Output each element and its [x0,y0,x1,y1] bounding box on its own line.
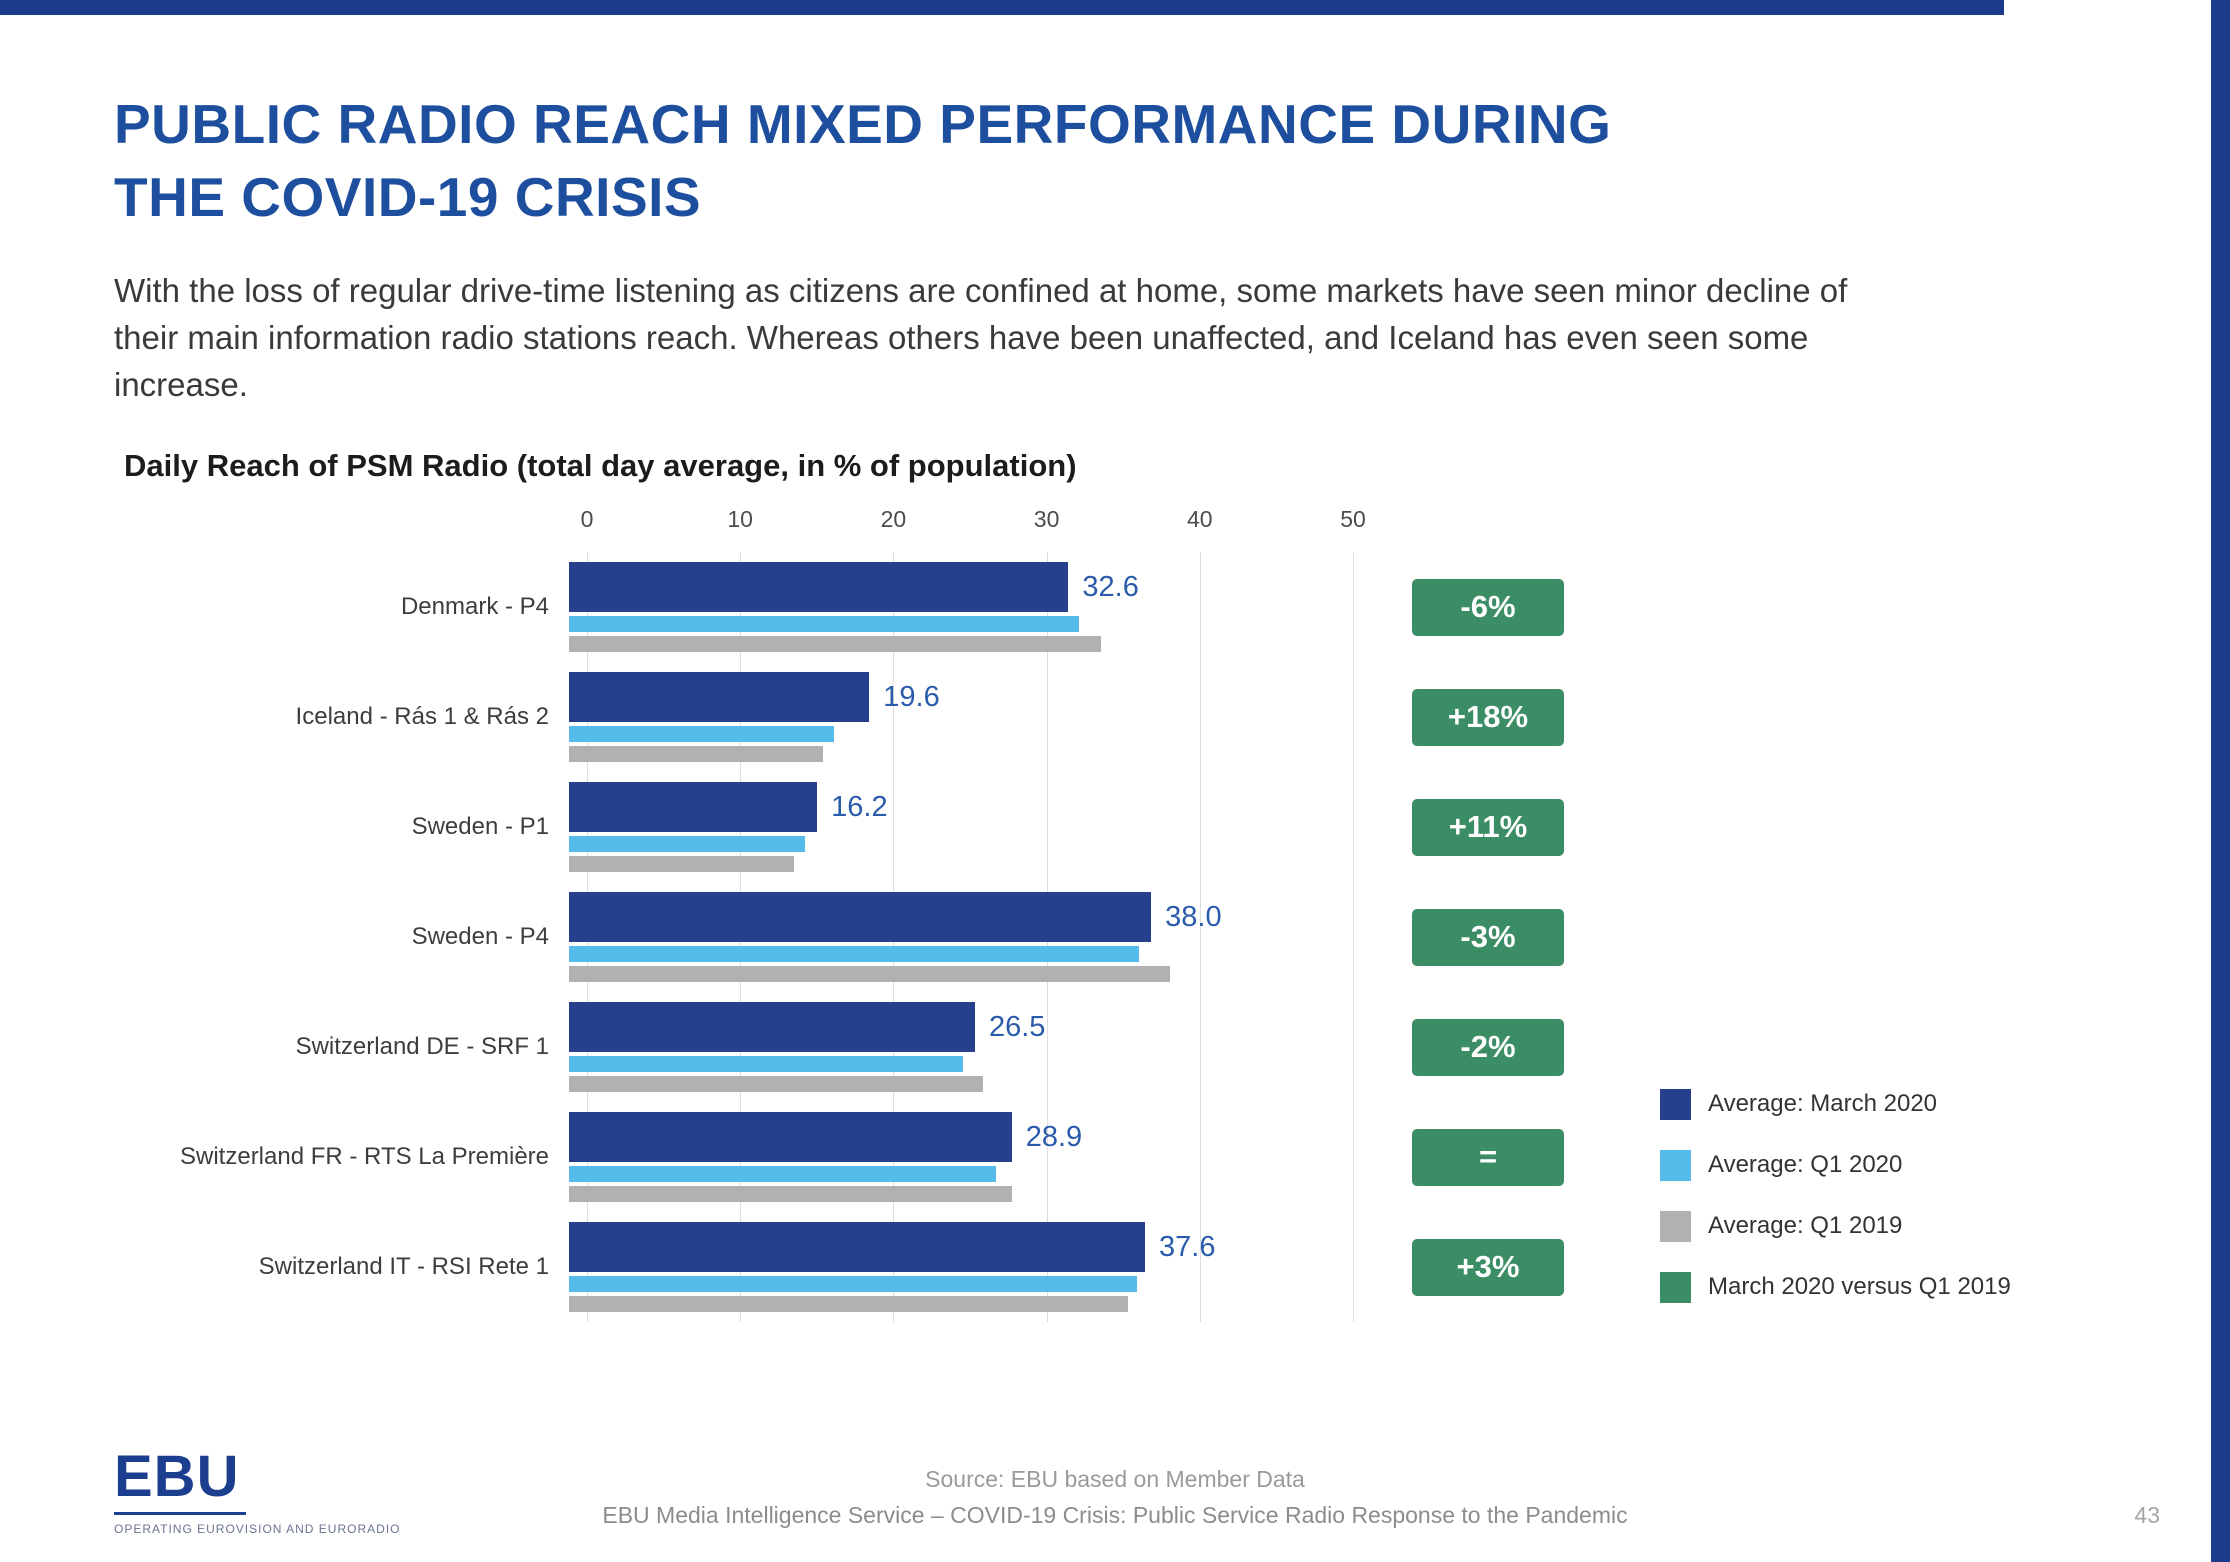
category-label: Switzerland DE - SRF 1 [295,1033,549,1060]
legend-swatch [1660,1271,1691,1303]
value-label: 16.2 [831,790,888,823]
x-tick-label: 10 [727,506,753,532]
gridline [1353,552,1354,1322]
change-badge: +11% [1412,798,1564,856]
value-label: 19.6 [883,680,940,713]
value-label: 32.6 [1082,570,1139,603]
bar-q1-2019 [569,1076,983,1092]
category-label: Sweden - P1 [411,813,549,840]
chart-legend: Average: March 2020 Average: Q1 2020 Avera… [1660,1088,2011,1332]
bar-group: 37.6 [569,1212,1335,1322]
x-axis-ticks: 0 10 20 30 40 50 [581,506,1366,540]
change-badge: = [1412,1128,1564,1186]
bar-q1-2019 [569,1296,1129,1312]
category-label: Sweden - P4 [411,923,549,950]
bar-march-2020 [569,1222,1146,1272]
legend-swatch [1660,1149,1691,1181]
legend-item: Average: March 2020 [1660,1088,2011,1120]
chart-row: Switzerland IT - RSI Rete 1 37.6 +3% [0,1212,2230,1322]
bar-q1-2019 [569,966,1170,982]
bar-march-2020 [569,1002,975,1052]
change-badge: -2% [1412,1018,1564,1076]
legend-label: Average: Q1 2019 [1708,1212,1903,1239]
bar-group: 38.0 [569,882,1335,992]
bar-march-2020 [569,562,1069,612]
ebu-logo: EBU OPERATING EUROVISION AND EURORADIO [114,1448,400,1536]
page-number: 43 [2134,1502,2160,1528]
x-tick-label: 20 [880,506,907,532]
change-badge: +3% [1412,1238,1564,1296]
bar-march-2020 [569,672,870,722]
ebu-logo-subtext: OPERATING EUROVISION AND EURORADIO [114,1522,401,1536]
bar-group: 26.5 [569,992,1335,1102]
category-label: Switzerland FR - RTS La Première [180,1143,549,1170]
bar-march-2020 [569,782,818,832]
value-label: 28.9 [1025,1120,1083,1153]
legend-item: Average: Q1 2020 [1660,1149,2011,1181]
legend-item: Average: Q1 2019 [1660,1210,2011,1242]
legend-label: Average: Q1 2020 [1708,1151,1903,1178]
change-badge: -6% [1412,578,1564,636]
x-tick-label: 40 [1187,506,1213,532]
bar-march-2020 [569,892,1152,942]
category-label: Iceland - Rás 1 & Rás 2 [295,703,549,730]
gridline [1199,552,1201,1322]
bar-q1-2019 [569,1186,1012,1202]
value-label: 38.0 [1165,900,1222,933]
bar-group: 19.6 [569,662,1335,772]
legend-swatch [1660,1088,1691,1120]
chart-row: Switzerland DE - SRF 1 26.5 -2% [0,992,2230,1102]
change-badge: -3% [1412,908,1564,966]
chart-row: Sweden - P1 16.2 +11% [0,772,2230,882]
x-tick-label: 30 [1033,506,1060,532]
bar-q1-2019 [569,636,1101,652]
bar-chart: Denmark - P4 32.6 -6% Iceland - Rás 1 & Rás… [0,552,2230,1322]
ebu-logo-rule [114,1512,246,1515]
page-title-line2: THE COVID-19 CRISIS [114,165,702,228]
bar-march-2020 [569,1112,1012,1162]
bar-q1-2020 [569,1166,997,1182]
chart-row: Iceland - Rás 1 & Rás 2 19.6 +18% [0,662,2230,772]
bar-q1-2020 [569,726,835,742]
chart-row: Denmark - P4 32.6 -6% [0,552,2230,662]
right-accent-bar [2211,0,2230,1562]
chart-title: Daily Reach of PSM Radio (total day aver… [124,448,1077,483]
legend-item: March 2020 versus Q1 2019 [1660,1271,2011,1303]
x-tick-label: 0 [580,506,594,532]
value-label: 26.5 [988,1010,1046,1043]
legend-label: Average: March 2020 [1708,1090,1938,1117]
source-line: Source: EBU based on Member Data [925,1466,1305,1492]
legend-label: March 2020 versus Q1 2019 [1708,1273,2011,1300]
x-tick-label: 50 [1340,506,1366,532]
legend-swatch [1660,1210,1691,1242]
bar-q1-2020 [569,616,1080,632]
bar-q1-2020 [569,1276,1138,1292]
bar-group: 32.6 [569,552,1335,662]
page-title-line1: PUBLIC RADIO REACH MIXED PERFORMANCE DUR… [114,93,1612,155]
service-line: EBU Media Intelligence Service – COVID-1… [602,1502,1628,1528]
subtitle: With the loss of regular drive-time list… [114,272,1848,403]
top-accent-bar [0,0,2004,15]
chart-row: Switzerland FR - RTS La Première 28.9 = [0,1102,2230,1212]
page-title: PUBLIC RADIO REACH MIXED PERFORMANCE DUR… [114,88,1611,233]
category-label: Switzerland IT - RSI Rete 1 [258,1253,549,1280]
category-label: Denmark - P4 [400,593,549,620]
value-label: 37.6 [1159,1230,1216,1263]
change-badge: +18% [1412,688,1564,746]
bar-q1-2019 [569,856,795,872]
ebu-logo-text: EBU [114,1444,240,1509]
bar-q1-2019 [569,746,824,762]
bar-q1-2020 [569,946,1139,962]
bar-q1-2020 [569,1056,963,1072]
bar-q1-2020 [569,836,805,852]
chart-row: Sweden - P4 38.0 -3% [0,882,2230,992]
bar-group: 28.9 [569,1102,1335,1212]
bar-group: 16.2 [569,772,1335,882]
